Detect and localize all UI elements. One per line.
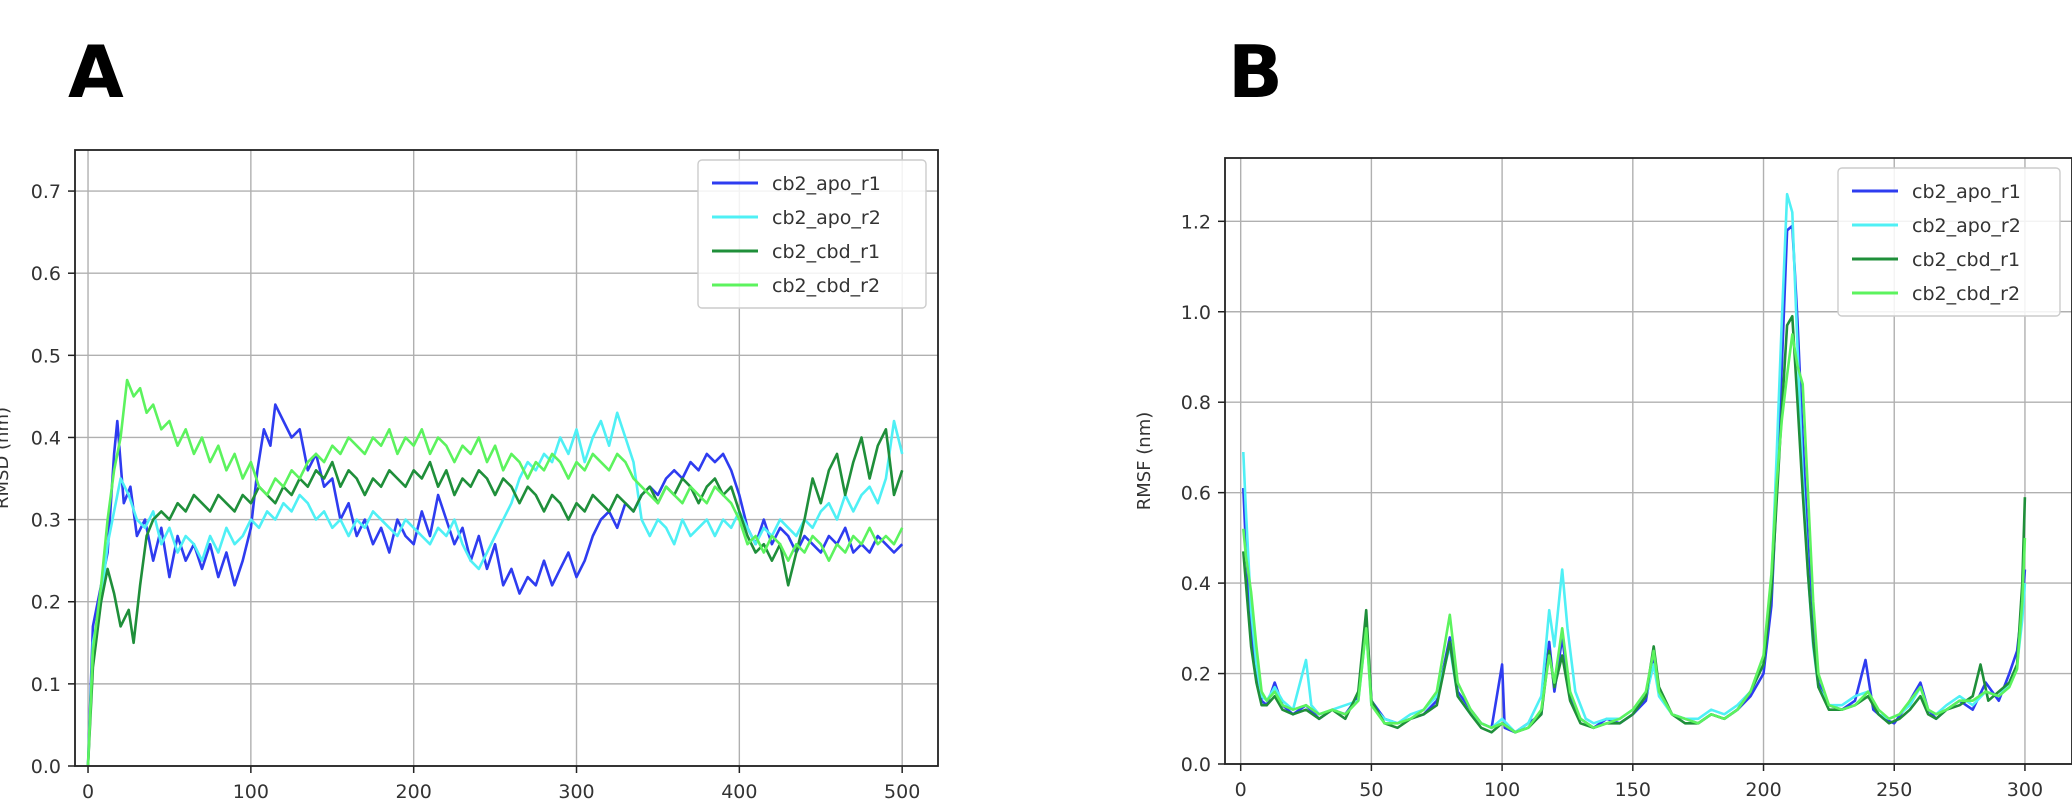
legend-label: cb2_cbd_r1 <box>772 241 880 263</box>
legend-label: cb2_apo_r1 <box>772 173 881 195</box>
x-tick-label: 200 <box>1745 779 1781 801</box>
x-tick-label: 150 <box>1615 779 1651 801</box>
y-axis-label: RMSF (nm) <box>1134 412 1155 511</box>
ticks: 0 50 100 150 200 250 300 0.0 0.2 0.4 0.6 0.8 1.0 1.2 <box>1181 211 2043 801</box>
y-tick-label: 0.6 <box>1181 483 1211 505</box>
series-line-cb2_cbd_r1 <box>86 428 904 766</box>
x-tick-label: 250 <box>1876 779 1912 801</box>
rmsf-plot: 0 50 100 150 200 250 300 0.0 0.2 0.4 0.6 0.8 1.0 1.2 R… <box>1134 157 2072 801</box>
series-line-cb2_cbd_r2 <box>1242 333 2027 734</box>
legend-box <box>1837 167 2061 317</box>
x-tick-label: 200 <box>396 781 432 803</box>
legend-label: cb2_apo_r1 <box>1912 181 2021 203</box>
series-line-cb2_cbd_r1 <box>1242 315 2027 734</box>
series-group <box>86 378 904 766</box>
x-tick-label: 50 <box>1359 779 1383 801</box>
y-tick-label: 0.5 <box>31 345 61 367</box>
panel-a: A 0 100 200 300 400 500 0.0 0.1 0.2 0.3 0.4 0.5 0.6 0… <box>0 30 939 803</box>
series-line-cb2_cbd_r2 <box>86 378 904 766</box>
y-tick-label: 0.2 <box>1181 664 1211 686</box>
legend-label: cb2_cbd_r1 <box>1912 249 2020 271</box>
panel-letter: A <box>68 30 124 114</box>
y-tick-label: 0.6 <box>31 263 61 285</box>
y-axis-label: RMSD (nm) <box>0 407 13 509</box>
y-tick-label: 0.0 <box>31 756 61 778</box>
rmsd-plot: 0 100 200 300 400 500 0.0 0.1 0.2 0.3 0.4 0.5 0.6 0.7… <box>0 149 939 803</box>
legend-label: cb2_cbd_r2 <box>1912 283 2020 305</box>
x-tick-label: 300 <box>558 781 594 803</box>
series-line-cb2_apo_r1 <box>86 403 904 766</box>
y-tick-label: 0.4 <box>31 427 61 449</box>
series-group <box>1242 192 2027 734</box>
plot-frame <box>74 149 939 767</box>
plot-frame <box>1224 157 2072 765</box>
legend: cb2_apo_r1 cb2_apo_r2 cb2_cbd_r1 cb2_cbd_r2 <box>1837 167 2061 317</box>
y-tick-label: 0.0 <box>1181 754 1211 776</box>
y-tick-label: 0.7 <box>31 181 61 203</box>
y-tick-label: 0.3 <box>31 510 61 532</box>
legend-box <box>697 159 927 309</box>
grid <box>75 150 938 767</box>
x-tick-label: 0 <box>1235 779 1247 801</box>
y-tick-label: 0.1 <box>31 674 61 696</box>
y-tick-label: 0.4 <box>1181 573 1211 595</box>
ticks: 0 100 200 300 400 500 0.0 0.1 0.2 0.3 0.4 0.5 0.6 0.7 <box>31 181 921 803</box>
panel-letter: B <box>1228 30 1283 114</box>
legend-label: cb2_apo_r2 <box>1912 215 2021 237</box>
x-tick-label: 300 <box>2007 779 2043 801</box>
series-line-cb2_apo_r2 <box>86 411 904 766</box>
x-tick-label: 500 <box>884 781 920 803</box>
y-tick-label: 0.2 <box>31 592 61 614</box>
x-tick-label: 100 <box>1484 779 1520 801</box>
legend-label: cb2_cbd_r2 <box>772 275 880 297</box>
panel-b: B 0 50 100 150 200 250 300 0.0 0.2 0.4 0.6 0.8 1.0 1.… <box>1100 0 2072 810</box>
x-tick-label: 400 <box>721 781 757 803</box>
x-tick-label: 100 <box>233 781 269 803</box>
y-tick-label: 1.0 <box>1181 302 1211 324</box>
y-tick-label: 1.2 <box>1181 211 1211 233</box>
legend-label: cb2_apo_r2 <box>772 207 881 229</box>
y-tick-label: 0.8 <box>1181 392 1211 414</box>
legend: cb2_apo_r1 cb2_apo_r2 cb2_cbd_r1 cb2_cbd_r2 <box>697 159 927 309</box>
x-tick-label: 0 <box>82 781 94 803</box>
